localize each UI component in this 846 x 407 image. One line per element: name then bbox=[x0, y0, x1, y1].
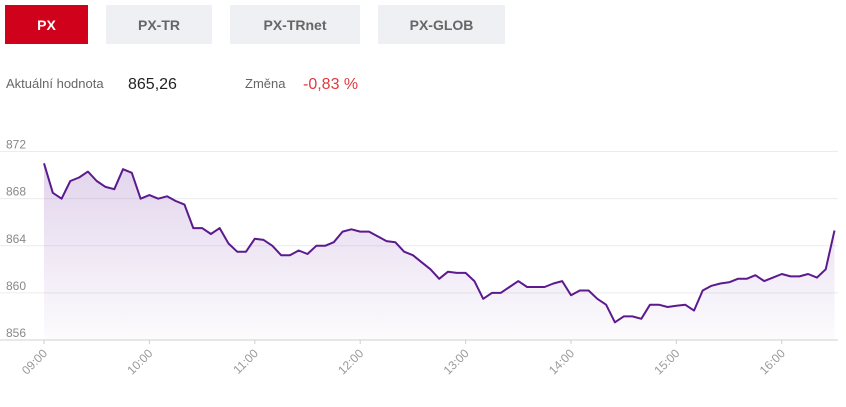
x-tick-label: 09:00 bbox=[19, 346, 50, 377]
x-tick-label: 13:00 bbox=[441, 346, 472, 377]
x-tick-label: 16:00 bbox=[757, 346, 788, 377]
tab[interactable] bbox=[5, 5, 88, 44]
y-tick-label: 872 bbox=[6, 138, 26, 152]
tab[interactable] bbox=[378, 5, 505, 44]
change-label: Změna bbox=[245, 76, 286, 91]
tab-label[interactable]: PX bbox=[37, 17, 56, 33]
x-tick-label: 11:00 bbox=[230, 346, 261, 377]
x-tick-label: 15:00 bbox=[651, 346, 682, 377]
current-label: Aktuální hodnota bbox=[6, 76, 104, 91]
tab-label[interactable]: PX-TR bbox=[138, 17, 180, 33]
x-tick-label: 10:00 bbox=[124, 346, 155, 377]
y-tick-label: 856 bbox=[6, 326, 26, 340]
tab-label[interactable]: PX-TRnet bbox=[264, 17, 327, 33]
y-tick-label: 860 bbox=[6, 279, 26, 293]
y-tick-label: 868 bbox=[6, 185, 26, 199]
tab[interactable] bbox=[230, 5, 360, 44]
price-line bbox=[43, 163, 836, 324]
tab[interactable] bbox=[106, 5, 212, 44]
x-tick-label: 12:00 bbox=[335, 346, 366, 377]
y-tick-label: 864 bbox=[6, 232, 26, 246]
tab-label[interactable]: PX-GLOB bbox=[410, 17, 474, 33]
change-value: -0,83 % bbox=[303, 76, 358, 93]
current-value: 865,26 bbox=[128, 76, 177, 93]
x-tick-label: 14:00 bbox=[546, 346, 577, 377]
area bbox=[44, 163, 835, 340]
